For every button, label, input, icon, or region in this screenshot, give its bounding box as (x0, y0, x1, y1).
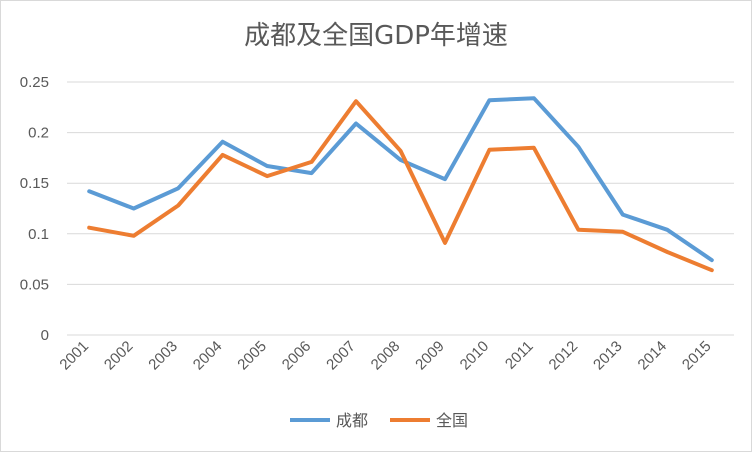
legend: 成都 全国 (290, 411, 468, 430)
x-tick-label: 2006 (279, 338, 315, 374)
x-tick-label: 2004 (190, 338, 226, 374)
legend-label: 成都 (336, 411, 368, 430)
chart-title: 成都及全国GDP年增速 (244, 21, 508, 51)
x-tick-label: 2014 (635, 338, 671, 374)
y-tick-label: 0.25 (20, 74, 49, 91)
x-tick-label: 2012 (546, 338, 582, 374)
grid-lines (67, 81, 734, 336)
y-tick-label: 0.15 (20, 175, 49, 192)
x-tick-label: 2009 (412, 338, 448, 374)
x-tick-label: 2005 (234, 338, 270, 374)
x-tick-label: 2001 (56, 338, 92, 374)
series-line-0 (87, 96, 714, 263)
x-axis-ticks: 2001 2002 2003 2004 2005 2006 2007 2008 2009 2010… (56, 338, 714, 374)
x-tick-label: 2011 (502, 338, 537, 373)
x-tick-label: 2007 (323, 338, 359, 374)
y-axis-ticks: 0 0.05 0.1 0.15 0.2 0.25 (20, 74, 49, 344)
x-tick-label: 2013 (590, 338, 626, 374)
x-tick-label: 2002 (101, 338, 137, 374)
y-tick-label: 0.2 (28, 125, 49, 142)
x-tick-label: 2010 (457, 338, 493, 374)
x-tick-label: 2003 (145, 338, 181, 374)
legend-label: 全国 (436, 411, 468, 430)
y-tick-label: 0.05 (20, 276, 49, 293)
y-tick-label: 0 (41, 327, 49, 344)
y-tick-label: 0.1 (28, 226, 49, 243)
series-lines (87, 96, 714, 273)
x-tick-label: 2015 (679, 338, 715, 374)
x-tick-label: 2008 (368, 338, 404, 374)
